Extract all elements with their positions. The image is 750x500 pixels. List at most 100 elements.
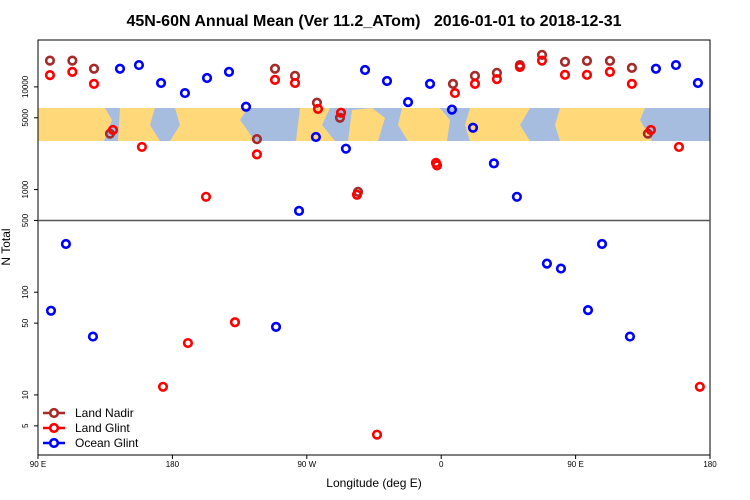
marker <box>581 55 593 66</box>
marker <box>289 77 301 89</box>
marker <box>311 97 323 108</box>
marker <box>536 55 548 66</box>
marker <box>581 69 593 80</box>
marker <box>240 101 252 112</box>
marker <box>44 70 56 81</box>
marker <box>626 78 637 89</box>
marker <box>229 317 241 328</box>
marker <box>555 263 567 274</box>
marker <box>469 70 481 81</box>
marker <box>334 112 346 123</box>
legend-label: Land Glint <box>75 421 130 435</box>
marker <box>514 61 525 73</box>
y-tick-label: 10000 <box>21 75 30 98</box>
legend-label: Ocean Glint <box>75 436 139 450</box>
marker <box>251 149 263 160</box>
marker <box>179 87 191 99</box>
marker <box>446 104 458 115</box>
marker <box>491 74 503 85</box>
marker <box>45 305 57 316</box>
marker <box>223 66 235 77</box>
marker <box>449 87 461 99</box>
marker <box>536 49 548 60</box>
marker <box>270 321 282 332</box>
x-axis-label: Longitude (deg E) <box>326 476 421 490</box>
marker <box>312 103 324 115</box>
x-tick-label: 0 <box>439 460 444 469</box>
y-tick-label: 500 <box>21 213 30 227</box>
marker <box>670 59 682 71</box>
y-tick-label: 100 <box>21 285 30 299</box>
plot-frame <box>37 39 711 456</box>
marker <box>511 191 523 202</box>
marker <box>541 258 553 269</box>
marker <box>335 107 347 118</box>
marker <box>157 381 169 392</box>
marker <box>596 238 608 250</box>
marker <box>604 66 616 77</box>
marker <box>692 77 704 89</box>
y-tick-label: 5000 <box>21 108 30 126</box>
y-tick-label: 50 <box>21 318 30 327</box>
marker <box>351 189 363 200</box>
legend-marker <box>48 437 60 449</box>
x-tick-label: 180 <box>166 460 180 469</box>
marker <box>114 63 126 74</box>
y-tick-label: 5 <box>21 423 30 428</box>
marker <box>269 74 281 85</box>
x-tick-label: 180 <box>703 460 717 469</box>
marker <box>447 78 459 89</box>
marker <box>402 97 414 108</box>
marker <box>694 381 705 392</box>
legend-marker <box>48 407 60 419</box>
marker <box>60 238 72 250</box>
y-tick-label: 10 <box>21 390 30 399</box>
marker <box>107 124 119 136</box>
marker <box>200 191 212 202</box>
marker <box>491 67 503 78</box>
marker <box>136 141 148 153</box>
x-tick-label: 90 E <box>567 460 583 469</box>
marker <box>673 141 685 153</box>
marker <box>155 77 167 89</box>
marker <box>182 337 194 349</box>
marker <box>201 72 213 84</box>
marker <box>604 55 616 66</box>
marker <box>650 63 662 74</box>
legend-label: Land Nadir <box>75 406 134 420</box>
marker <box>310 131 322 143</box>
x-tick-label: 90 W <box>297 460 316 469</box>
marker <box>645 124 656 136</box>
marker <box>559 56 571 68</box>
y-tick-label: 1000 <box>21 180 30 198</box>
marker <box>67 55 78 66</box>
map-strip <box>38 108 710 141</box>
y-axis-label: N Total <box>0 228 13 265</box>
marker <box>44 55 56 66</box>
marker <box>251 133 263 145</box>
marker <box>67 66 78 77</box>
marker <box>359 64 371 76</box>
marker <box>626 62 637 73</box>
marker <box>269 63 281 74</box>
marker <box>88 78 100 89</box>
marker <box>133 59 145 71</box>
marker <box>424 78 436 89</box>
marker <box>582 304 594 316</box>
marker <box>88 63 100 74</box>
marker <box>431 160 443 171</box>
x-tick-label: 90 E <box>30 460 46 469</box>
marker <box>293 205 305 216</box>
marker <box>469 78 481 89</box>
marker <box>488 158 500 169</box>
marker <box>559 69 571 80</box>
marker <box>624 331 636 342</box>
legend-marker <box>48 422 60 434</box>
marker <box>371 429 383 440</box>
chart-title: 45N-60N Annual Mean (Ver 11.2_ATom) 2016… <box>126 13 621 30</box>
marker <box>340 143 352 154</box>
marker <box>467 122 479 133</box>
marker <box>381 75 393 87</box>
marker <box>87 331 99 342</box>
